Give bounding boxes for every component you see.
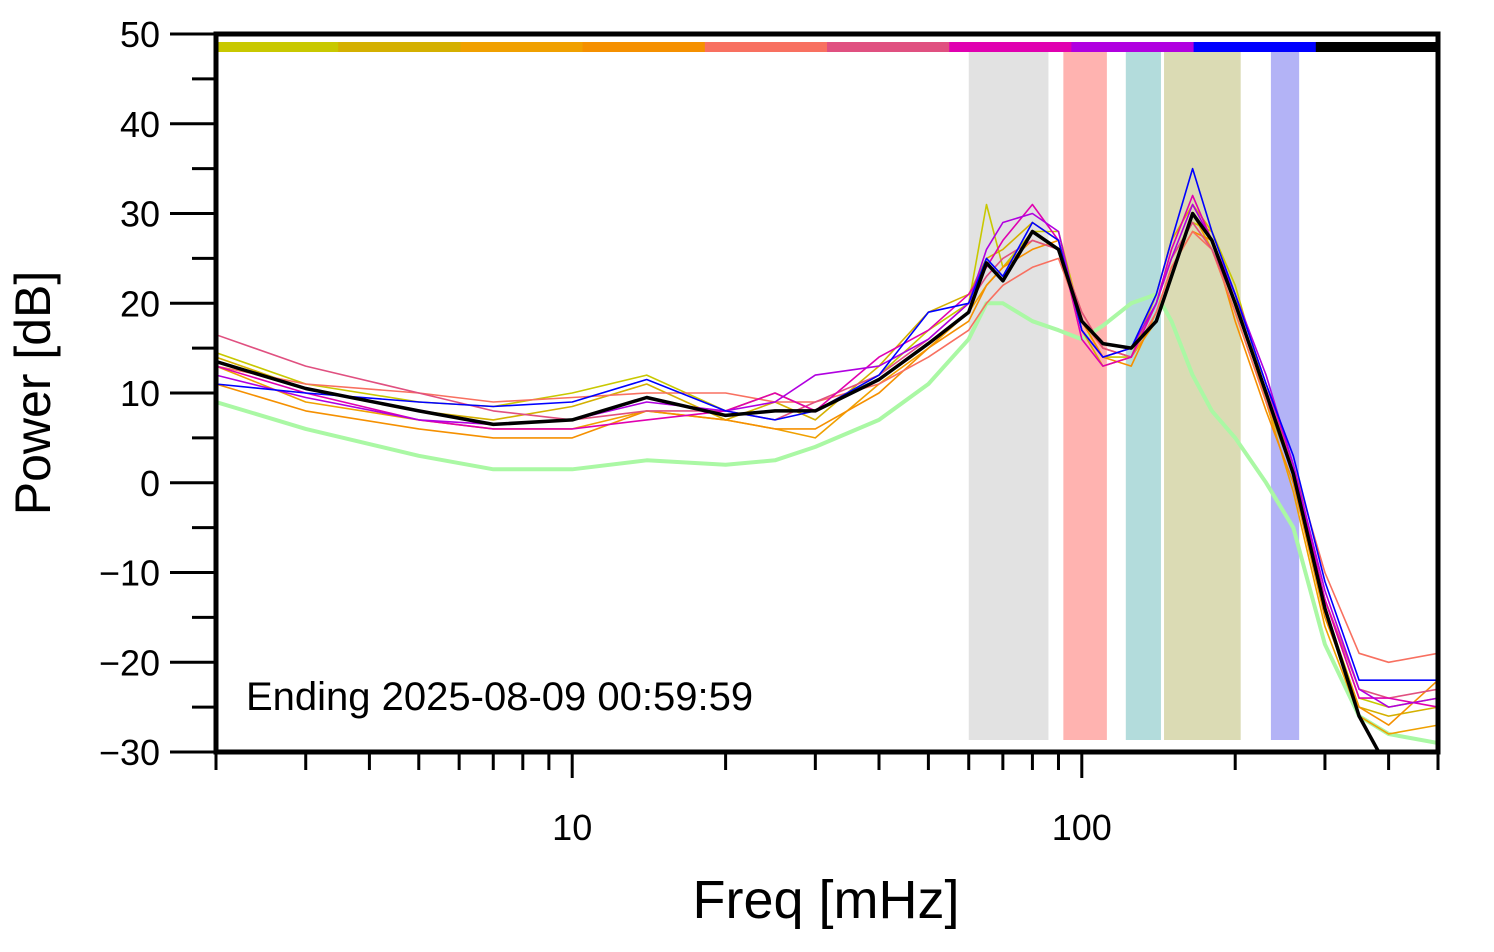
annotation: Ending 2025-08-09 00:59:59: [246, 675, 753, 719]
time-color-bar: [1071, 42, 1195, 52]
y-tick-label: 0: [140, 463, 160, 504]
x-axis-label: Freq [mHz]: [692, 870, 959, 930]
time-color-bar: [827, 42, 950, 52]
spectrum-line: [216, 167, 1438, 681]
spectrum-line: [216, 203, 1438, 717]
time-color-bar: [582, 42, 706, 52]
time-color-bar: [1193, 42, 1317, 52]
lines-layer: [216, 167, 1438, 752]
spectrum-line: [216, 211, 1381, 752]
y-tick-label: 20: [120, 283, 160, 324]
y-tick-label: −20: [99, 642, 160, 683]
spectrum-line: [216, 203, 1438, 708]
frequency-band: [968, 52, 1049, 740]
plot-frame: [213, 31, 1441, 755]
spectrum-line: [216, 230, 1438, 726]
frequency-band: [1270, 52, 1300, 740]
frequency-band: [1125, 52, 1161, 740]
y-tick-label: 10: [120, 373, 160, 414]
time-color-bar: [216, 42, 339, 52]
y-tick-label: 50: [120, 14, 160, 55]
spectrum-line: [216, 212, 1438, 735]
x-tick-label: 100: [1052, 807, 1112, 848]
bands-layer: [968, 52, 1300, 740]
spectrum-line: [216, 292, 1438, 745]
y-tick-label: −30: [99, 732, 160, 773]
spectrum-line: [216, 203, 1438, 708]
time-color-bar: [338, 42, 461, 52]
frequency-band: [1063, 52, 1107, 740]
spectrum-line: [216, 230, 1438, 664]
y-axis-label: Power [dB]: [5, 271, 61, 516]
time-color-bar: [704, 42, 828, 52]
y-tick-label: 40: [120, 104, 160, 145]
y-tick-label: 30: [120, 194, 160, 235]
axes-layer: −30 −20 −10 0 10 20 30 40 50 10 100: [99, 14, 1441, 848]
x-tick-label: 10: [552, 807, 592, 848]
time-color-bar: [460, 42, 584, 52]
y-tick-label: −10: [99, 553, 160, 594]
time-color-bar: [949, 42, 1072, 52]
spectrum-line: [216, 221, 1438, 699]
time-color-bar: [1315, 42, 1439, 52]
